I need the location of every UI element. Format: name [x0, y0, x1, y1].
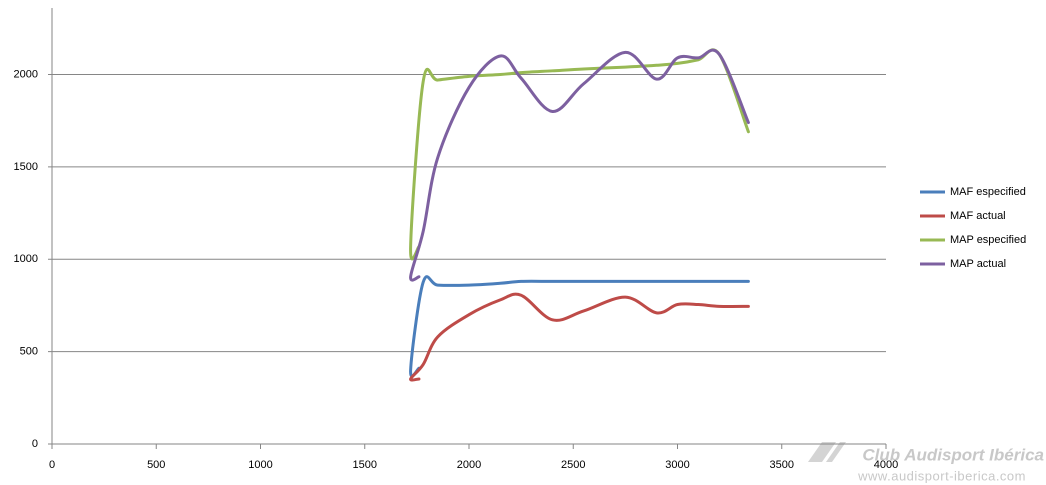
- legend-label: MAF especified: [950, 186, 1026, 198]
- y-tick-label: 2000: [14, 68, 38, 80]
- x-tick-label: 3500: [770, 459, 794, 471]
- legend-label: MAP especified: [950, 234, 1026, 246]
- series-line: [409, 292, 750, 382]
- x-tick-label: 0: [49, 459, 55, 471]
- y-tick-label: 1000: [14, 253, 38, 265]
- watermark-logo: [808, 442, 846, 462]
- y-tick-label: 1500: [14, 161, 38, 173]
- series-line: [409, 48, 750, 282]
- watermark-title: Club Audisport Ibérica: [862, 445, 1044, 464]
- x-tick-label: 1000: [248, 459, 272, 471]
- series-line: [409, 275, 750, 378]
- series-line: [409, 48, 750, 261]
- x-tick-label: 4000: [874, 459, 898, 471]
- x-tick-label: 3000: [665, 459, 689, 471]
- y-tick-label: 500: [20, 346, 38, 358]
- y-tick-label: 0: [32, 438, 38, 450]
- x-tick-label: 2000: [457, 459, 481, 471]
- legend-label: MAF actual: [950, 210, 1006, 222]
- watermark-url: www.audisport-iberica.com: [857, 468, 1026, 483]
- x-tick-label: 500: [147, 459, 165, 471]
- legend-label: MAP actual: [950, 258, 1006, 270]
- x-tick-label: 2500: [561, 459, 585, 471]
- x-tick-label: 1500: [353, 459, 377, 471]
